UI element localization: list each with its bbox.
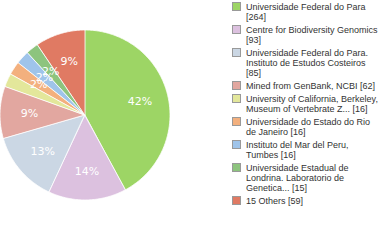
html-text:University of California, Berk: University of California, Berkeley, Muse… — [246, 94, 378, 114]
svg-text:9%: 9% — [60, 55, 77, 68]
html-text:Universidade Federal do Para [: Universidade Federal do Para [264] — [246, 2, 366, 22]
html-text:Centre for Biodiversity Genomi: Centre for Biodiversity Genomics [93] — [246, 25, 378, 45]
svg-text:14%: 14% — [75, 165, 99, 178]
html-text:Universidade do Estado do Rio: Universidade do Estado do Rio de Janeiro… — [246, 117, 371, 137]
html-text:Mined from GenBank, NCBI [62]: Mined from GenBank, NCBI [62] — [246, 81, 376, 91]
svg-text:13%: 13% — [30, 145, 54, 158]
svg-text:42%: 42% — [128, 95, 152, 108]
html-text:Universidade Federal do Para.: Universidade Federal do Para. Instituto … — [246, 48, 369, 78]
html-text:Universidade Estadual de Londr: Universidade Estadual de Londrina. Labor… — [246, 163, 349, 193]
html-text:15 Others [59]: 15 Others [59] — [246, 196, 303, 206]
svg-text:9%: 9% — [21, 107, 38, 120]
svg-text:2%: 2% — [42, 65, 59, 78]
html-text:Instituto del Mar del Peru, Tu: Instituto del Mar del Peru, Tumbes [16] — [246, 140, 349, 160]
